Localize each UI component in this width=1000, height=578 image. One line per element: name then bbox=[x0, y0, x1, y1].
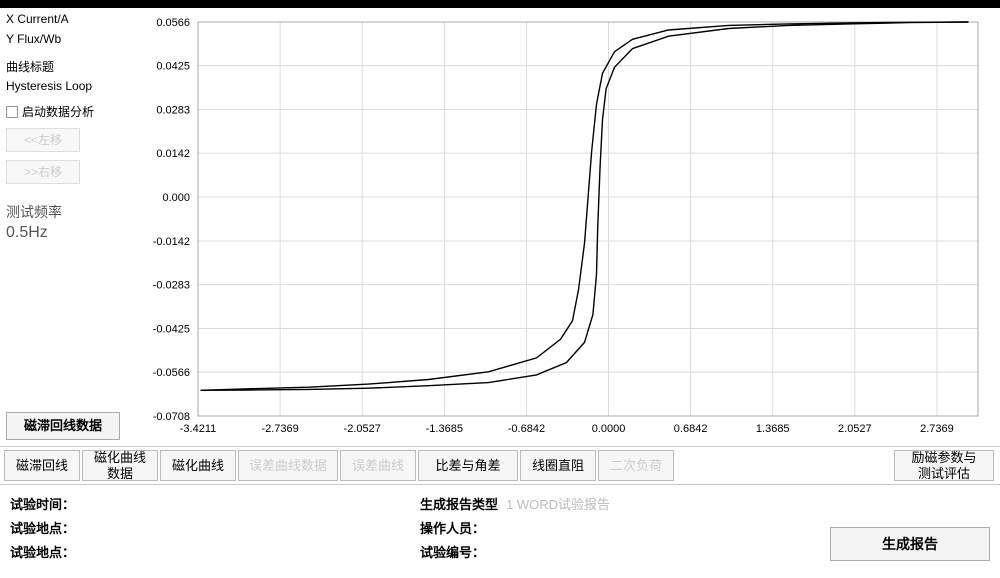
chart-area: 0.0566 0.0425 0.0283 0.0142 0.000 -0.0142 -0.0… bbox=[130, 8, 1000, 446]
frequency-title: 测试频率 bbox=[6, 202, 124, 222]
tab-ratio-angle[interactable]: 比差与角差 bbox=[418, 450, 518, 481]
test-time-label: 试验时间： bbox=[10, 494, 90, 513]
svg-text:2.7369: 2.7369 bbox=[920, 423, 954, 435]
tab-secondary-load[interactable]: 二次负荷 bbox=[598, 450, 674, 481]
svg-text:-0.0566: -0.0566 bbox=[153, 367, 190, 379]
tab-mag-curve-data[interactable]: 磁化曲线 数据 bbox=[82, 450, 158, 481]
frequency-value: 0.5Hz bbox=[6, 224, 124, 242]
svg-text:-0.6842: -0.6842 bbox=[508, 423, 545, 435]
svg-text:0.0566: 0.0566 bbox=[156, 17, 190, 29]
report-type-value: 1 WORD试验报告 bbox=[506, 494, 610, 513]
svg-text:0.6842: 0.6842 bbox=[674, 423, 708, 435]
tab-mag-curve[interactable]: 磁化曲线 bbox=[160, 450, 236, 481]
tab-hysteresis[interactable]: 磁滞回线 bbox=[4, 450, 80, 481]
operator-label: 操作人员： bbox=[420, 518, 500, 537]
x-axis-label: X Current/A bbox=[6, 12, 124, 26]
y-axis-label: Y Flux/Wb bbox=[6, 32, 124, 46]
window-top-bar bbox=[0, 0, 1000, 8]
frequency-block: 测试频率 0.5Hz bbox=[6, 202, 124, 242]
svg-text:0.0283: 0.0283 bbox=[156, 105, 190, 117]
checkbox-label: 启动数据分析 bbox=[22, 103, 94, 120]
svg-text:-1.3685: -1.3685 bbox=[426, 423, 463, 435]
report-type-label: 生成报告类型 bbox=[420, 494, 500, 513]
svg-text:-2.0527: -2.0527 bbox=[344, 423, 381, 435]
shift-right-button[interactable]: >>右移 bbox=[6, 160, 80, 184]
form-area: 试验时间： 试验地点： 试验地点： 生成报告类型 1 WORD试验报告 操作人员… bbox=[0, 484, 1000, 569]
tab-error-curve[interactable]: 误差曲线 bbox=[340, 450, 416, 481]
svg-text:-0.0283: -0.0283 bbox=[153, 280, 190, 292]
svg-text:2.0527: 2.0527 bbox=[838, 423, 872, 435]
test-location1-label: 试验地点： bbox=[10, 518, 90, 537]
test-number-label: 试验编号： bbox=[420, 542, 500, 561]
side-panel: X Current/A Y Flux/Wb 曲线标题 Hysteresis Lo… bbox=[0, 8, 130, 446]
svg-text:1.3685: 1.3685 bbox=[756, 423, 790, 435]
svg-text:0.0000: 0.0000 bbox=[592, 423, 626, 435]
curve-title-value: Hysteresis Loop bbox=[6, 79, 124, 93]
svg-text:-2.7369: -2.7369 bbox=[261, 423, 298, 435]
test-location2-label: 试验地点： bbox=[10, 542, 90, 561]
curve-title-label: 曲线标题 bbox=[6, 58, 124, 75]
tab-error-curve-data[interactable]: 误差曲线数据 bbox=[238, 450, 338, 481]
tab-coil-resistance[interactable]: 线圈直阻 bbox=[520, 450, 596, 481]
hysteresis-data-button[interactable]: 磁滞回线数据 bbox=[6, 412, 120, 440]
main-area: X Current/A Y Flux/Wb 曲线标题 Hysteresis Lo… bbox=[0, 8, 1000, 446]
tab-row: 磁滞回线 磁化曲线 数据 磁化曲线 误差曲线数据 误差曲线 比差与角差 线圈直阻… bbox=[0, 446, 1000, 484]
svg-text:-0.0425: -0.0425 bbox=[153, 323, 190, 335]
svg-text:0.0425: 0.0425 bbox=[156, 61, 190, 73]
generate-report-button[interactable]: 生成报告 bbox=[830, 527, 990, 561]
tab-excitation-eval-label: 励磁参数与 测试评估 bbox=[911, 450, 976, 481]
tab-excitation-eval[interactable]: 励磁参数与 测试评估 bbox=[894, 450, 994, 481]
svg-text:0.000: 0.000 bbox=[162, 192, 190, 204]
shift-left-button[interactable]: <<左移 bbox=[6, 128, 80, 152]
svg-text:-0.0708: -0.0708 bbox=[153, 411, 190, 423]
checkbox-icon[interactable] bbox=[6, 106, 18, 118]
svg-text:-3.4211: -3.4211 bbox=[180, 423, 217, 435]
svg-text:0.0142: 0.0142 bbox=[156, 148, 190, 160]
svg-text:-0.0142: -0.0142 bbox=[153, 236, 190, 248]
tab-mag-curve-data-label: 磁化曲线 数据 bbox=[94, 450, 146, 481]
hysteresis-chart: 0.0566 0.0425 0.0283 0.0142 0.000 -0.0142 -0.0… bbox=[134, 12, 990, 442]
analysis-checkbox-row[interactable]: 启动数据分析 bbox=[6, 103, 124, 120]
